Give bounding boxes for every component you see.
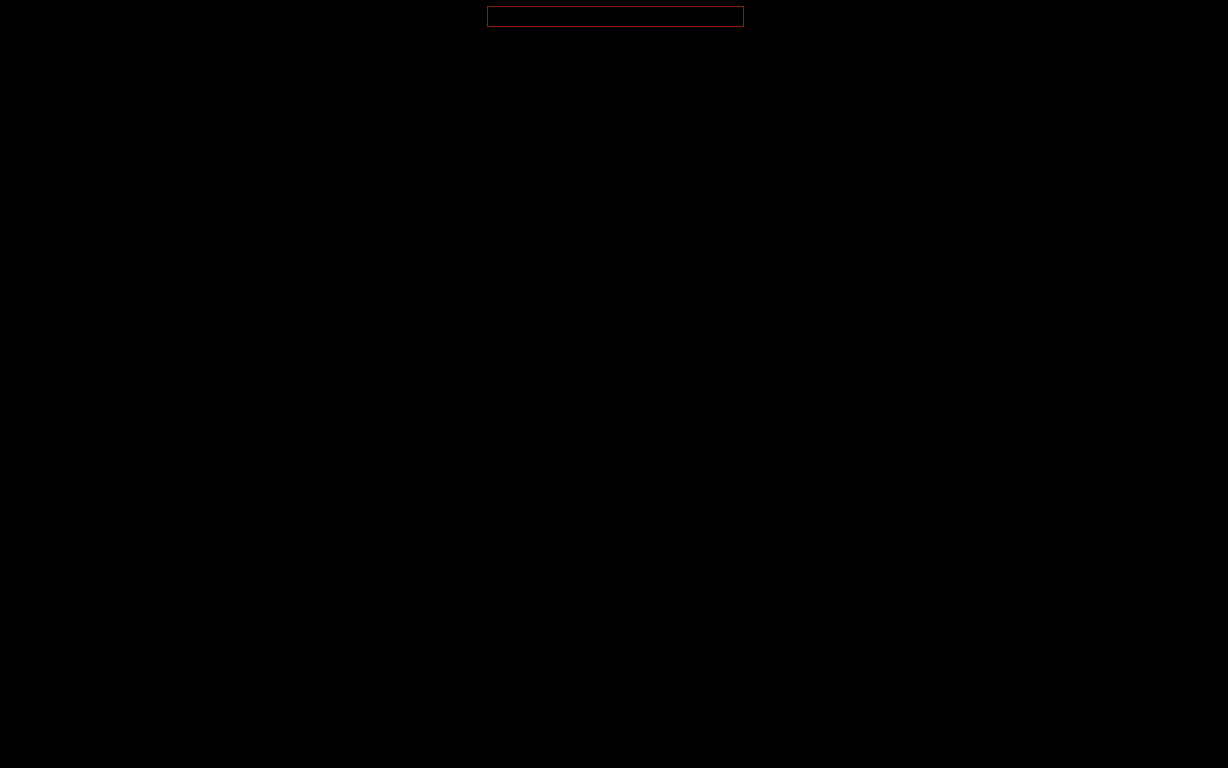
colorbar (487, 6, 744, 27)
colorbar-gradient (488, 7, 743, 26)
